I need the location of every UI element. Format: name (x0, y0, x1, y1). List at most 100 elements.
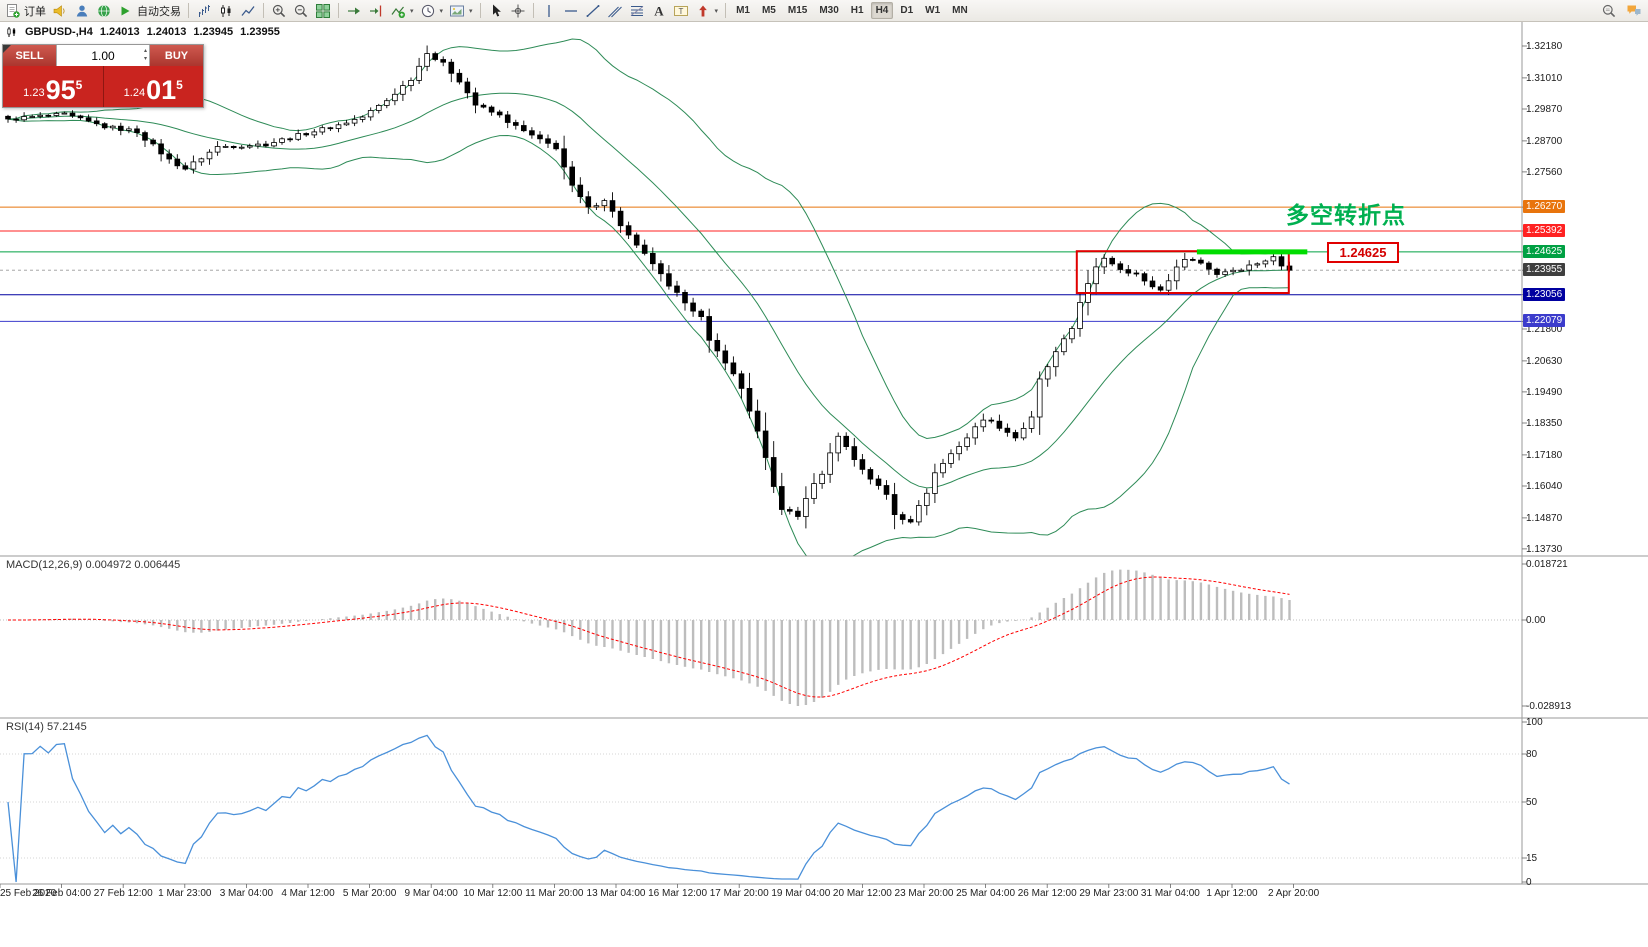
timeframe-m5-button[interactable]: M5 (761, 5, 776, 16)
sell-button[interactable]: SELL (3, 45, 56, 66)
auto-scroll-button[interactable] (343, 1, 365, 21)
hline-icon (563, 3, 579, 19)
zoom-out-button[interactable] (290, 1, 312, 21)
volume-spinner-arrows[interactable]: ▴ ▾ (144, 47, 147, 63)
templates-button[interactable]: ▾ (446, 1, 476, 21)
crosshair-button[interactable] (507, 1, 529, 21)
toolbar-separator (188, 3, 189, 18)
tile-windows-icon (315, 3, 331, 19)
turning-point-annotation[interactable]: 多空转折点 (1286, 202, 1406, 228)
fibo-icon (629, 3, 645, 19)
candlestick-chart-icon (218, 3, 234, 19)
symbol-period-label: GBPUSD-,H4 (25, 26, 93, 38)
horizontal-line-button[interactable] (560, 1, 582, 21)
chart-shift-icon (368, 3, 384, 19)
bollinger-lower-band (7, 118, 1290, 556)
community-button[interactable] (93, 1, 115, 21)
horn-icon (52, 3, 68, 19)
periods-button[interactable]: ▾ (417, 1, 447, 21)
candlestick-chart-button[interactable] (215, 1, 237, 21)
ohlc-low: 1.23945 (193, 26, 234, 38)
text-label-button[interactable]: T (670, 1, 692, 21)
candlestick-mini-icon (6, 26, 18, 38)
volume-stepper[interactable]: 1.00 ▴ ▾ (56, 45, 150, 66)
label-icon: T (673, 3, 689, 19)
macd-indicator-label: MACD(12,26,9) 0.004972 0.006445 (6, 559, 181, 571)
order-icon (5, 3, 21, 19)
dropdown-caret-icon: ▾ (439, 7, 444, 15)
trendline-button[interactable] (582, 1, 604, 21)
candles-group (5, 45, 1293, 530)
timeframe-h1-button[interactable]: H1 (850, 5, 864, 16)
toolbar-separator (725, 3, 727, 18)
text-icon: A (651, 3, 667, 19)
alerts-horn-button[interactable] (49, 1, 71, 21)
level-price-label[interactable]: 1.24625 (1327, 242, 1399, 263)
bollinger-middle-band (7, 92, 1290, 489)
timeframe-d1-button[interactable]: D1 (900, 5, 914, 16)
toolbar-item-label: 自动交易 (137, 5, 181, 18)
toolbar-separator (263, 3, 264, 18)
cursor-button[interactable] (485, 1, 507, 21)
one-click-trading-panel: SELL 1.00 ▴ ▾ BUY 1.23 95 5 1.24 01 5 (2, 44, 204, 108)
buy-price-button[interactable]: 1.24 01 5 (103, 66, 203, 107)
macd-signal-line (8, 576, 1290, 698)
tile-windows-button[interactable] (312, 1, 334, 21)
dropdown-caret-icon: ▾ (410, 7, 414, 15)
text-button[interactable]: A (648, 1, 670, 21)
timeframe-m30-button[interactable]: M30 (819, 5, 839, 16)
dropdown-caret-icon: ▾ (714, 7, 719, 15)
buy-button[interactable]: BUY (150, 45, 203, 66)
svg-text:T: T (678, 6, 683, 15)
autotrading-button[interactable]: 自动交易 (115, 1, 184, 21)
buy-price-sup: 5 (176, 78, 183, 92)
toolbar-separator (479, 3, 481, 18)
chat-icon[interactable] (1626, 3, 1642, 19)
timeframe-m15-button[interactable]: M15 (787, 5, 808, 16)
sell-price-big: 95 (45, 75, 76, 105)
zoom-in-button[interactable] (268, 1, 290, 21)
sell-price-button[interactable]: 1.23 95 5 (3, 66, 104, 107)
chart-ohlc-header: GBPUSD-,H4 1.24013 1.24013 1.23945 1.239… (6, 26, 280, 38)
indicators-button[interactable]: ▾ (387, 1, 417, 21)
toolbar-separator (338, 3, 339, 18)
timeframe-mn-button[interactable]: MN (952, 5, 968, 16)
ohlc-close: 1.23955 (240, 26, 280, 38)
indicators-icon (390, 3, 406, 19)
dropdown-caret-icon: ▾ (469, 7, 473, 15)
volume-value: 1.00 (91, 48, 115, 63)
spinner-down-icon[interactable]: ▾ (143, 56, 147, 62)
sell-price-sup: 5 (75, 78, 83, 92)
panel-collapse-arrow[interactable] (3, 45, 11, 53)
toolbar: 订单 自动交易 ▾ ▾ ▾ A T ▾ M1 M5 M15 M30 H1 H4 D1 W1 MN (0, 0, 1648, 22)
profile-button[interactable] (71, 1, 93, 21)
trendline-icon (585, 3, 601, 19)
buy-price-big: 01 (146, 75, 177, 105)
new-order-button[interactable]: 订单 (2, 1, 49, 21)
arrows-button[interactable]: ▾ (692, 1, 722, 21)
fibonacci-button[interactable] (626, 1, 648, 21)
bollinger-upper-band (7, 38, 1290, 440)
autotrading-icon (118, 3, 134, 19)
rsi-line (7, 734, 1290, 883)
zoom-in-icon (271, 3, 287, 19)
buy-price-prefix: 1.24 (123, 87, 146, 99)
crosshair-icon (510, 3, 526, 19)
line-chart-button[interactable] (237, 1, 259, 21)
timeframe-h4-button[interactable]: H4 (870, 2, 894, 19)
timeframe-m1-button[interactable]: M1 (736, 5, 750, 16)
sell-price-prefix: 1.23 (23, 87, 45, 99)
svg-text:A: A (654, 3, 664, 18)
chart-shift-button[interactable] (365, 1, 387, 21)
timeframe-w1-button[interactable]: W1 (925, 5, 941, 16)
channel-button[interactable] (604, 1, 626, 21)
bar-chart-button[interactable] (193, 1, 215, 21)
symbol-search-icon[interactable] (1601, 3, 1617, 19)
zoom-out-icon (293, 3, 309, 19)
ohlc-high: 1.24013 (146, 26, 187, 38)
vertical-line-button[interactable] (538, 1, 560, 21)
macd-panel (0, 569, 1522, 706)
spinner-up-icon[interactable]: ▴ (143, 48, 147, 54)
clock-icon (420, 3, 436, 19)
